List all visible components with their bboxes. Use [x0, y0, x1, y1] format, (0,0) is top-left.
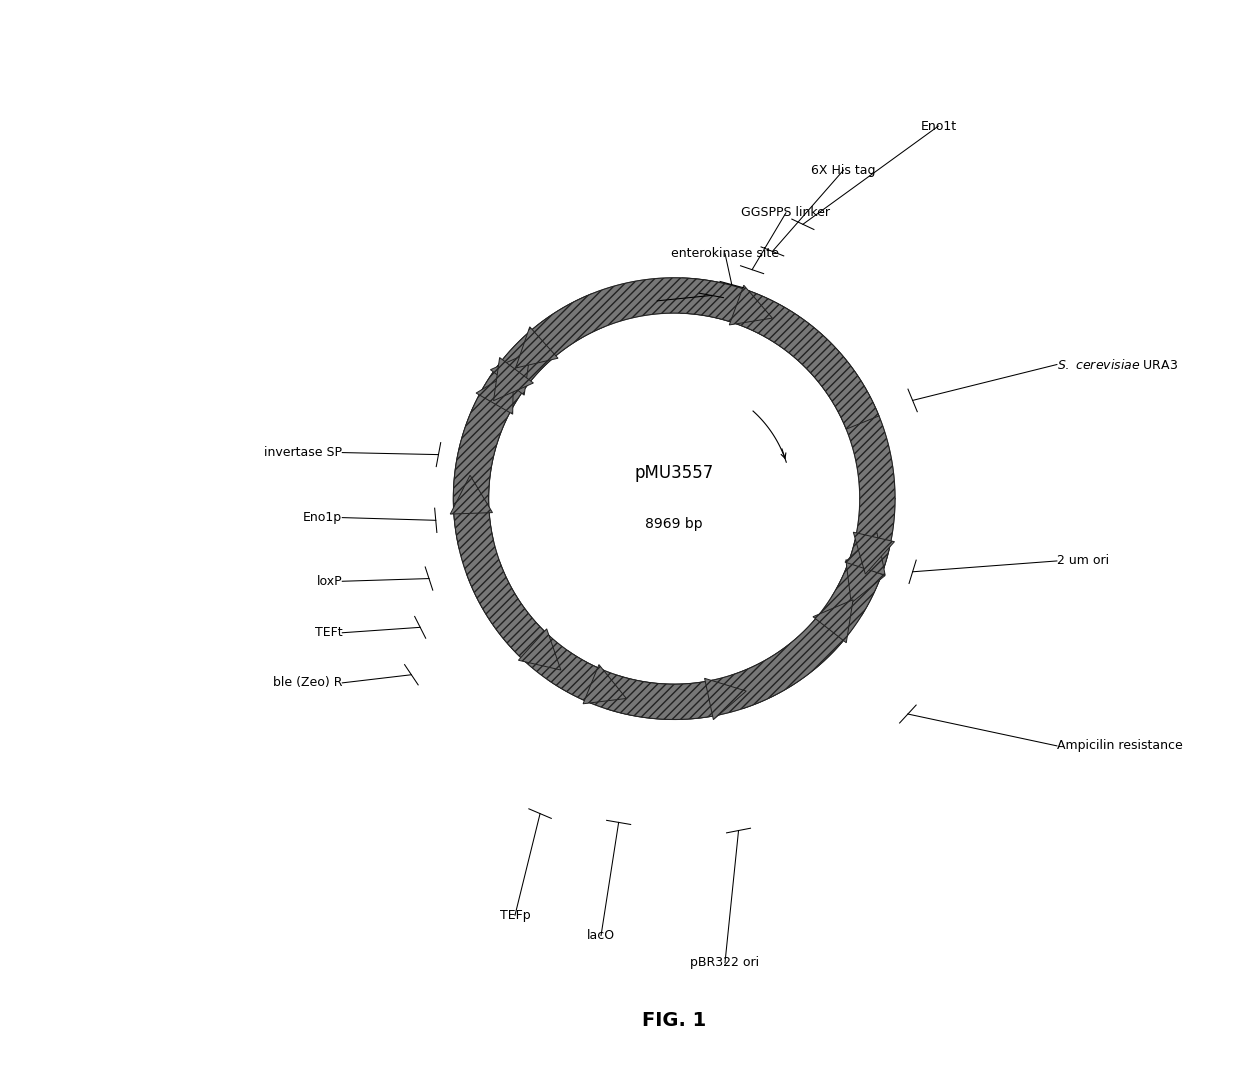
Text: enterokinase site: enterokinase site: [671, 247, 779, 260]
Polygon shape: [846, 560, 885, 603]
Text: TEFp: TEFp: [500, 908, 531, 921]
Polygon shape: [732, 612, 848, 708]
Polygon shape: [497, 334, 551, 387]
Polygon shape: [450, 475, 492, 514]
Polygon shape: [476, 371, 513, 414]
Polygon shape: [606, 675, 720, 720]
Polygon shape: [516, 327, 558, 368]
Polygon shape: [454, 505, 494, 548]
Text: FIG. 1: FIG. 1: [642, 1011, 707, 1030]
Polygon shape: [527, 294, 605, 361]
Polygon shape: [494, 358, 533, 400]
Polygon shape: [832, 556, 884, 616]
Polygon shape: [729, 285, 773, 325]
Polygon shape: [813, 600, 853, 643]
Polygon shape: [681, 278, 750, 324]
Polygon shape: [454, 278, 895, 720]
Text: loxP: loxP: [316, 575, 342, 588]
Polygon shape: [583, 665, 626, 704]
Polygon shape: [466, 562, 551, 662]
Polygon shape: [482, 365, 526, 406]
Text: ble (Zeo) R: ble (Zeo) R: [273, 676, 342, 689]
Polygon shape: [853, 532, 894, 574]
Polygon shape: [454, 389, 513, 506]
Text: Eno1p: Eno1p: [303, 511, 342, 524]
Polygon shape: [491, 353, 531, 395]
Text: $\it{S.\ cerevisiae}$ URA3: $\it{S.\ cerevisiae}$ URA3: [1056, 358, 1178, 372]
Text: pBR322 ori: pBR322 ori: [691, 956, 760, 969]
Polygon shape: [844, 532, 885, 575]
Polygon shape: [454, 278, 889, 720]
Text: 8969 bp: 8969 bp: [645, 518, 703, 531]
Text: TEFt: TEFt: [315, 626, 342, 639]
Text: FC 146:
accession BAA74958: FC 146: accession BAA74958: [591, 286, 723, 315]
Polygon shape: [704, 678, 746, 720]
Text: Eno1t: Eno1t: [920, 119, 956, 132]
Polygon shape: [548, 651, 605, 703]
Text: 6X His tag: 6X His tag: [811, 164, 875, 177]
Text: GGSPPS linker: GGSPPS linker: [742, 207, 831, 219]
Polygon shape: [738, 291, 895, 581]
Text: Ampicilin resistance: Ampicilin resistance: [1056, 739, 1183, 752]
Text: pMU3557: pMU3557: [635, 464, 714, 481]
Text: 2 um ori: 2 um ori: [1056, 555, 1109, 568]
Text: lacO: lacO: [587, 929, 615, 943]
Polygon shape: [518, 628, 560, 670]
Text: invertase SP: invertase SP: [264, 446, 342, 459]
